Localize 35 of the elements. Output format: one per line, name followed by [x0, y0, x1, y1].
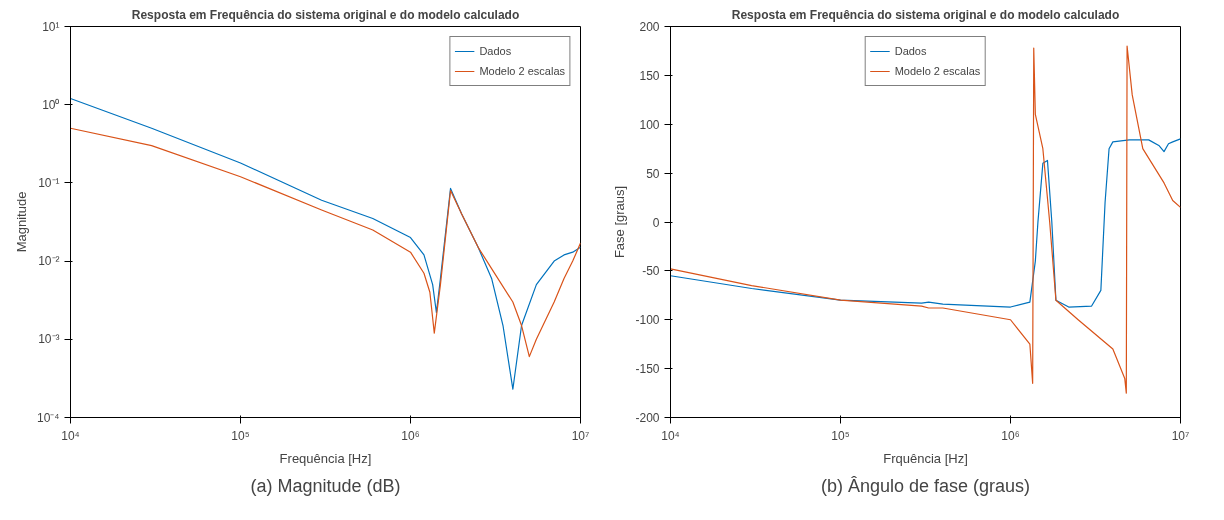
y-tick-label: 10¹ [42, 19, 60, 34]
y-tick-label: 10⁻² [38, 254, 60, 269]
chart-title: Resposta em Frequência do sistema original e do modelo calculado [731, 7, 1120, 22]
text: (b) Ângulo de fase (graus) [820, 475, 1031, 496]
legend-label: Modelo 2 escalas [894, 65, 981, 77]
chart-title: Resposta em Frequência do sistema original e do modelo calculado [131, 7, 520, 22]
y-tick-label: 10⁻¹ [38, 175, 60, 190]
y-tick-label: 10⁻³ [38, 332, 60, 347]
y-tick-label: 100 [639, 117, 660, 132]
legend-label: Dados [894, 45, 927, 57]
y-tick-label: 10⁻⁴ [37, 410, 60, 425]
x-tick-label: 10⁶ [1001, 428, 1020, 443]
legend-label: Modelo 2 escalas [479, 65, 565, 77]
x-tick-label: 10⁵ [831, 428, 850, 443]
x-tick-label: 10⁷ [571, 428, 590, 443]
x-tick-label: 10⁶ [401, 428, 420, 443]
y-tick-label: 150 [639, 68, 660, 83]
x-axis-title: Frquência [Hz] [883, 450, 968, 466]
x-tick-label: 10⁵ [231, 428, 250, 443]
y-tick-label: -150 [635, 362, 660, 377]
y-tick-label: -100 [635, 313, 660, 328]
text: (a) Magnitude (dB) [250, 475, 401, 496]
x-tick-label: 10⁴ [61, 428, 80, 443]
y-tick-label: 10⁰ [42, 97, 60, 112]
x-tick-label: 10⁴ [661, 428, 680, 443]
y-tick-label: 0 [652, 215, 660, 230]
legend-label: Dados [479, 45, 512, 57]
y-axis-title: Magnitude [14, 191, 29, 253]
y-tick-label: -200 [635, 411, 660, 425]
y-tick-label: -50 [642, 264, 660, 279]
y-tick-label: 50 [646, 166, 660, 181]
y-tick-label: 200 [639, 20, 660, 34]
x-tick-label: 10⁷ [1171, 428, 1190, 443]
y-axis-title: Fase [graus] [612, 185, 628, 259]
x-axis-title: Frequência [Hz] [279, 450, 372, 466]
